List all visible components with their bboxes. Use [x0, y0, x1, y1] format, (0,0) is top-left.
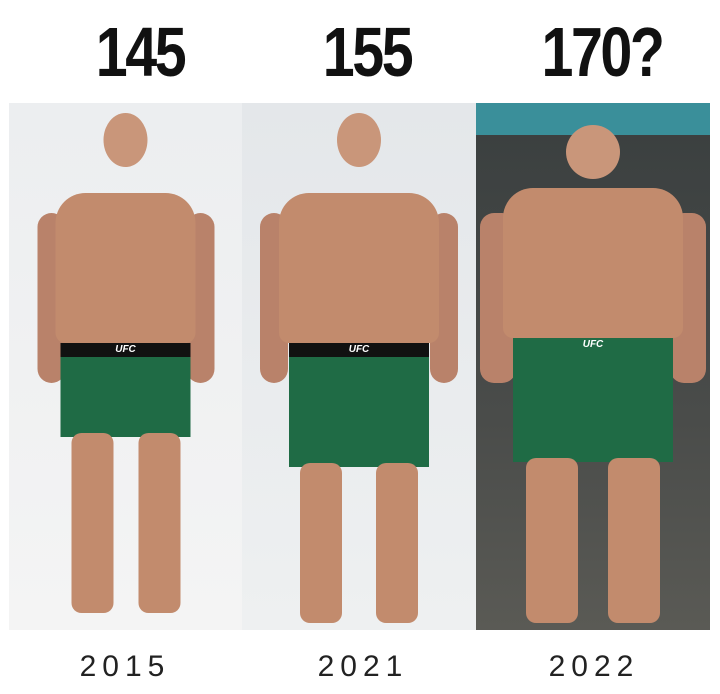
weight-2022: 170? [541, 13, 664, 91]
weight-2021: 155 [322, 13, 414, 91]
ufc-logo: UFC [582, 339, 604, 350]
year-2015: 2015 [79, 650, 171, 683]
photo-2015: UFC [9, 103, 242, 630]
fighter-figure: UFC [476, 103, 710, 630]
weight-2015: 145 [95, 13, 187, 91]
ufc-logo: UFC [115, 344, 136, 355]
year-2021: 2021 [317, 650, 409, 683]
year-2022: 2022 [548, 650, 640, 683]
ufc-logo: UFC [348, 344, 370, 355]
photo-2022: UFC [476, 103, 710, 630]
fighter-figure: UFC [9, 103, 242, 630]
photo-2021: UFC [242, 103, 476, 630]
fighter-figure: UFC [242, 103, 476, 630]
